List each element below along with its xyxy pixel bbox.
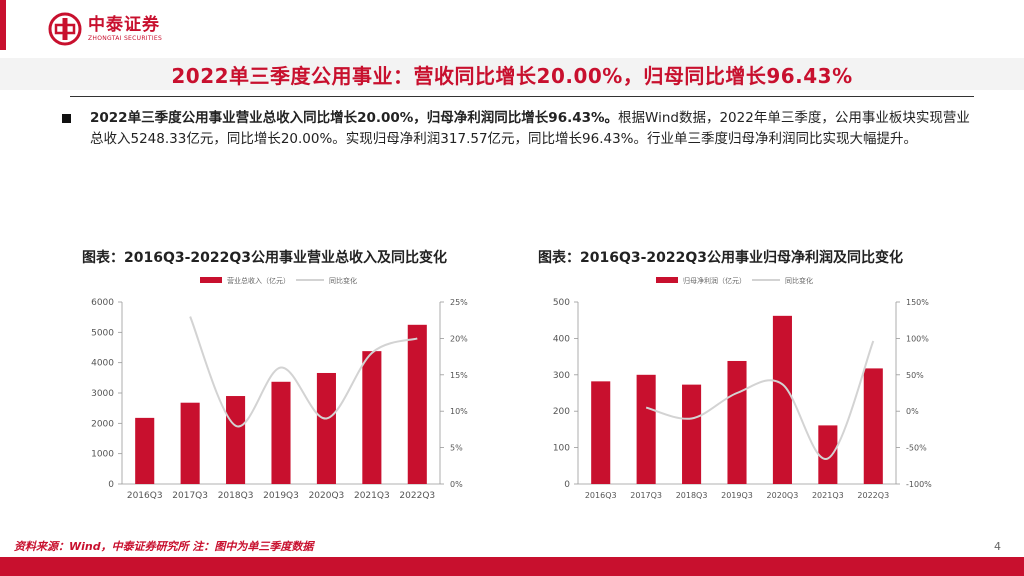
title-divider: [70, 96, 974, 97]
yoy-growth-line: [645, 340, 875, 460]
page-title: 2022单三季度公用事业：营收同比增长20.00%，归母同比增长96.43%: [171, 63, 853, 88]
bar-2020Q3: [772, 315, 792, 484]
x-tick-label: 2016Q3: [585, 491, 617, 500]
summary-normal: 根据Wind数据，2022年单三季度，公用事业板块实现营业总收入5248.33亿…: [90, 110, 970, 147]
page-number: 4: [994, 540, 1001, 553]
logo-text-cn: 中泰证券: [88, 15, 160, 35]
left-tick-label: 6000: [91, 298, 114, 308]
chart2-title: 图表：2016Q3-2022Q3公用事业归母净利润及同比变化: [538, 250, 904, 266]
right-tick-label: -50%: [906, 444, 927, 453]
right-tick-label: 100%: [906, 334, 929, 343]
right-tick-label: 0%: [450, 480, 463, 489]
right-tick-label: 25%: [450, 298, 468, 307]
bar-2019Q3: [271, 381, 291, 484]
logo-text-en: ZHONGTAI SECURITIES: [88, 35, 163, 42]
left-tick-label: 4000: [91, 359, 114, 369]
bar-2017Q3: [636, 374, 656, 484]
yoy-growth-line: [189, 316, 418, 428]
x-tick-label: 2018Q3: [676, 491, 708, 500]
left-tick-label: 200: [553, 407, 570, 417]
x-tick-label: 2017Q3: [172, 491, 208, 501]
x-tick-label: 2019Q3: [263, 491, 299, 501]
bar-2016Q3: [591, 381, 611, 484]
x-tick-label: 2022Q3: [857, 491, 889, 500]
chart-net-profit: 归母净利润（亿元） 同比变化 0 100 200 300 400 500 -100% -50% 0%…: [553, 276, 932, 500]
logo-icon: [48, 12, 82, 46]
side-accent-bar: [0, 0, 6, 50]
x-tick-label: 2018Q3: [218, 491, 254, 501]
bar-2020Q3: [316, 372, 336, 484]
title-band: 2022单三季度公用事业：营收同比增长20.00%，归母同比增长96.43%: [0, 58, 1024, 90]
summary-text: 2022单三季度公用事业营业总收入同比增长20.00%，归母净利润同比增长96.…: [90, 108, 978, 150]
legend-bar-label: 归母净利润（亿元）: [683, 276, 746, 285]
bar-2022Q3: [407, 324, 427, 484]
right-tick-label: 15%: [450, 371, 468, 380]
x-tick-label: 2016Q3: [127, 491, 163, 501]
chart-revenue: 营业总收入（亿元） 同比变化 0 1000 2000 3000 4000 5000 6000 0%…: [91, 276, 468, 501]
x-tick-label: 2020Q3: [767, 491, 799, 500]
x-tick-label: 2021Q3: [354, 491, 390, 501]
chart1-title: 图表：2016Q3-2022Q3公用事业营业总收入及同比变化: [82, 250, 448, 266]
legend-line-label: 同比变化: [785, 276, 813, 285]
summary-bullet: 2022单三季度公用事业营业总收入同比增长20.00%，归母净利润同比增长96.…: [62, 108, 978, 150]
legend-bar-swatch: [656, 277, 678, 283]
bar-2018Q3: [226, 396, 246, 484]
bullet-square-icon: [62, 114, 71, 123]
left-tick-label: 0: [564, 480, 570, 490]
legend-bar-label: 营业总收入（亿元）: [227, 276, 290, 285]
x-tick-label: 2022Q3: [399, 491, 435, 501]
left-tick-label: 400: [553, 334, 570, 344]
x-tick-label: 2021Q3: [812, 491, 844, 500]
left-tick-label: 2000: [91, 419, 114, 429]
left-tick-label: 1000: [91, 450, 114, 460]
bar-2021Q3: [818, 425, 838, 484]
left-tick-label: 100: [553, 444, 570, 454]
x-tick-label: 2019Q3: [721, 491, 753, 500]
x-tick-label: 2020Q3: [309, 491, 345, 501]
right-tick-label: 20%: [450, 334, 468, 343]
bar-2017Q3: [180, 402, 200, 484]
left-tick-label: 5000: [91, 328, 114, 338]
company-logo: 中泰证券 ZHONGTAI SECURITIES: [48, 12, 162, 46]
left-tick-label: 0: [108, 480, 114, 490]
right-tick-label: -100%: [906, 480, 932, 489]
bar-2016Q3: [135, 417, 155, 484]
right-tick-label: 5%: [450, 444, 463, 453]
legend-line-label: 同比变化: [329, 276, 357, 285]
bar-2022Q3: [863, 368, 883, 484]
bar-2019Q3: [727, 360, 747, 484]
legend-bar-swatch: [200, 277, 222, 283]
right-tick-label: 50%: [906, 371, 924, 380]
summary-bold: 2022单三季度公用事业营业总收入同比增长20.00%，归母净利润同比增长96.…: [90, 110, 619, 126]
source-note: 资料来源：Wind，中泰证券研究所 注：图中为单三季度数据: [14, 540, 314, 553]
bar-2021Q3: [362, 351, 382, 484]
right-tick-label: 10%: [450, 407, 468, 416]
bottom-accent-bar: [0, 557, 1024, 576]
right-tick-label: 0%: [906, 407, 919, 416]
right-tick-label: 150%: [906, 298, 929, 307]
left-tick-label: 500: [553, 298, 570, 308]
left-tick-label: 3000: [91, 389, 114, 399]
x-tick-label: 2017Q3: [630, 491, 662, 500]
left-tick-label: 300: [553, 371, 570, 381]
bar-2018Q3: [682, 384, 702, 484]
